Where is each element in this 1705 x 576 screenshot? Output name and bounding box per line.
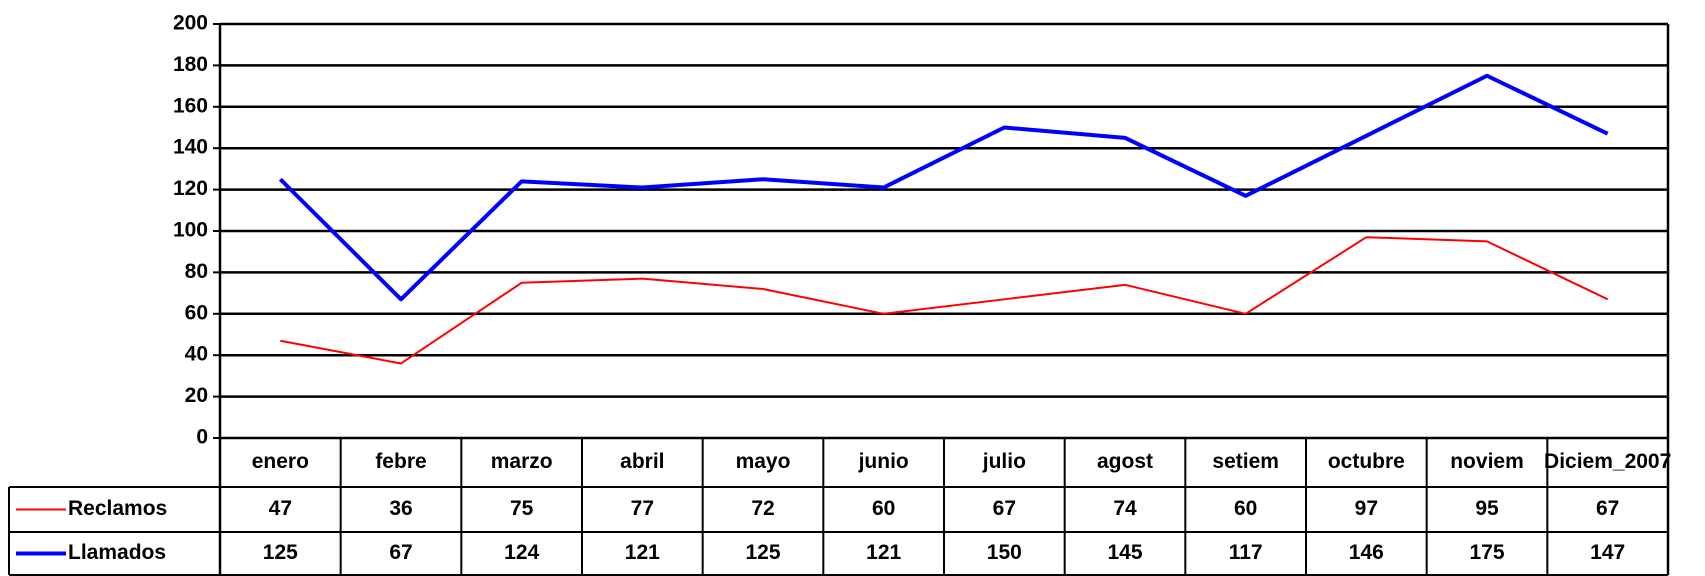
table-value: 36 <box>389 497 412 520</box>
category-label: enero <box>252 450 309 473</box>
y-tick-label: 160 <box>173 94 208 117</box>
y-tick-label: 120 <box>173 177 208 200</box>
category-label: abril <box>620 450 664 473</box>
category-label: febre <box>375 450 426 473</box>
y-tick-label: 100 <box>173 219 208 242</box>
legend-label: Llamados <box>68 541 166 564</box>
legend-label: Reclamos <box>68 497 167 520</box>
y-tick-label: 140 <box>173 136 208 159</box>
table-value: 145 <box>1107 541 1142 564</box>
table-value: 77 <box>631 497 654 520</box>
table-value: 67 <box>389 541 412 564</box>
category-label: setiem <box>1212 450 1279 473</box>
table-value: 97 <box>1355 497 1378 520</box>
table-value: 124 <box>504 541 539 564</box>
table-value: 117 <box>1229 541 1263 564</box>
table-value: 47 <box>269 497 292 520</box>
table-value: 125 <box>263 541 298 564</box>
series-line <box>280 236 1609 365</box>
table-value: 74 <box>1113 497 1137 520</box>
y-tick-label: 40 <box>185 343 208 366</box>
category-label: julio <box>982 450 1026 473</box>
category-label: noviem <box>1450 450 1524 473</box>
table-value: 75 <box>510 497 534 520</box>
table-value: 121 <box>866 541 901 564</box>
series-line <box>278 73 1609 302</box>
y-tick-label: 180 <box>173 53 208 76</box>
table-value: 60 <box>872 497 895 520</box>
y-tick-label: 80 <box>185 260 208 283</box>
category-label: marzo <box>491 450 553 473</box>
table-value: 67 <box>1596 497 1619 520</box>
table-value: 67 <box>993 497 1016 520</box>
table-value: 146 <box>1349 541 1384 564</box>
category-label: junio <box>858 450 909 473</box>
table-value: 125 <box>745 541 780 564</box>
category-label: Diciem_2007 <box>1544 450 1671 473</box>
table-value: 95 <box>1475 497 1499 520</box>
category-label: mayo <box>736 450 791 473</box>
category-label: octubre <box>1328 450 1405 473</box>
table-value: 121 <box>625 541 660 564</box>
y-tick-label: 60 <box>185 301 208 324</box>
y-tick-label: 20 <box>185 384 208 407</box>
table-value: 175 <box>1469 541 1504 564</box>
y-tick-label: 0 <box>196 426 208 449</box>
table-value: 147 <box>1590 541 1625 564</box>
table-value: 72 <box>751 497 774 520</box>
y-tick-label: 200 <box>173 12 208 35</box>
category-label: agost <box>1097 450 1153 473</box>
table-value: 150 <box>987 541 1022 564</box>
table-value: 60 <box>1234 497 1257 520</box>
